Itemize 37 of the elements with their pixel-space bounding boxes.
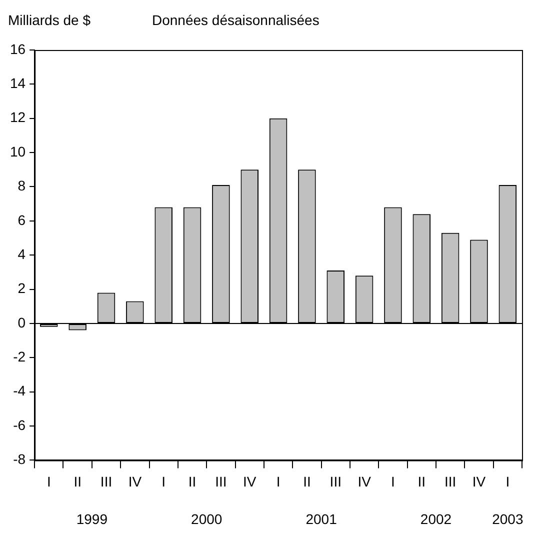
- x-tick-label: III: [444, 473, 456, 490]
- y-tick-label: 0: [18, 314, 26, 330]
- x-tick-label: I: [162, 473, 166, 490]
- text: 2002: [420, 511, 452, 528]
- x-tick-label: IV: [128, 473, 142, 490]
- chart-title: Données désaisonnalisées: [152, 12, 320, 28]
- x-tick-label: II: [74, 473, 82, 490]
- text: 1999: [76, 511, 108, 528]
- x-tick-label: I: [506, 473, 510, 490]
- y-tick-label: -6: [13, 416, 26, 433]
- y-tick-label: 10: [10, 143, 26, 160]
- y-tick-label: 2: [18, 280, 26, 296]
- x-tick-label: IV: [358, 473, 372, 490]
- x-tick-label: III: [100, 473, 112, 490]
- text: 2003: [492, 511, 524, 528]
- y-tick-label: -2: [13, 348, 26, 365]
- y-tick-label: 16: [10, 40, 26, 57]
- y-tick-label: 8: [18, 178, 26, 194]
- y-tick-label: 4: [18, 246, 26, 262]
- x-tick-label: IV: [472, 473, 486, 490]
- x-tick-label: II: [303, 473, 311, 490]
- text: 2000: [191, 511, 222, 528]
- y-axis-title: Milliards de $: [8, 12, 90, 28]
- y-tick-label: 6: [18, 212, 26, 228]
- x-tick-label: I: [391, 473, 395, 490]
- x-tick-label: III: [215, 473, 227, 490]
- text: 2001: [306, 511, 338, 528]
- x-tick-label: III: [330, 473, 342, 490]
- x-tick-label: II: [418, 473, 426, 490]
- y-tick-label: 14: [10, 75, 26, 92]
- x-tick-label: I: [46, 473, 51, 490]
- x-tick-label: IV: [242, 473, 257, 490]
- y-tick-label: -4: [13, 382, 26, 399]
- x-tick-label: I: [276, 473, 280, 490]
- y-tick-label: -8: [13, 451, 26, 468]
- y-tick-label: 12: [10, 109, 26, 126]
- x-tick-label: II: [188, 473, 196, 490]
